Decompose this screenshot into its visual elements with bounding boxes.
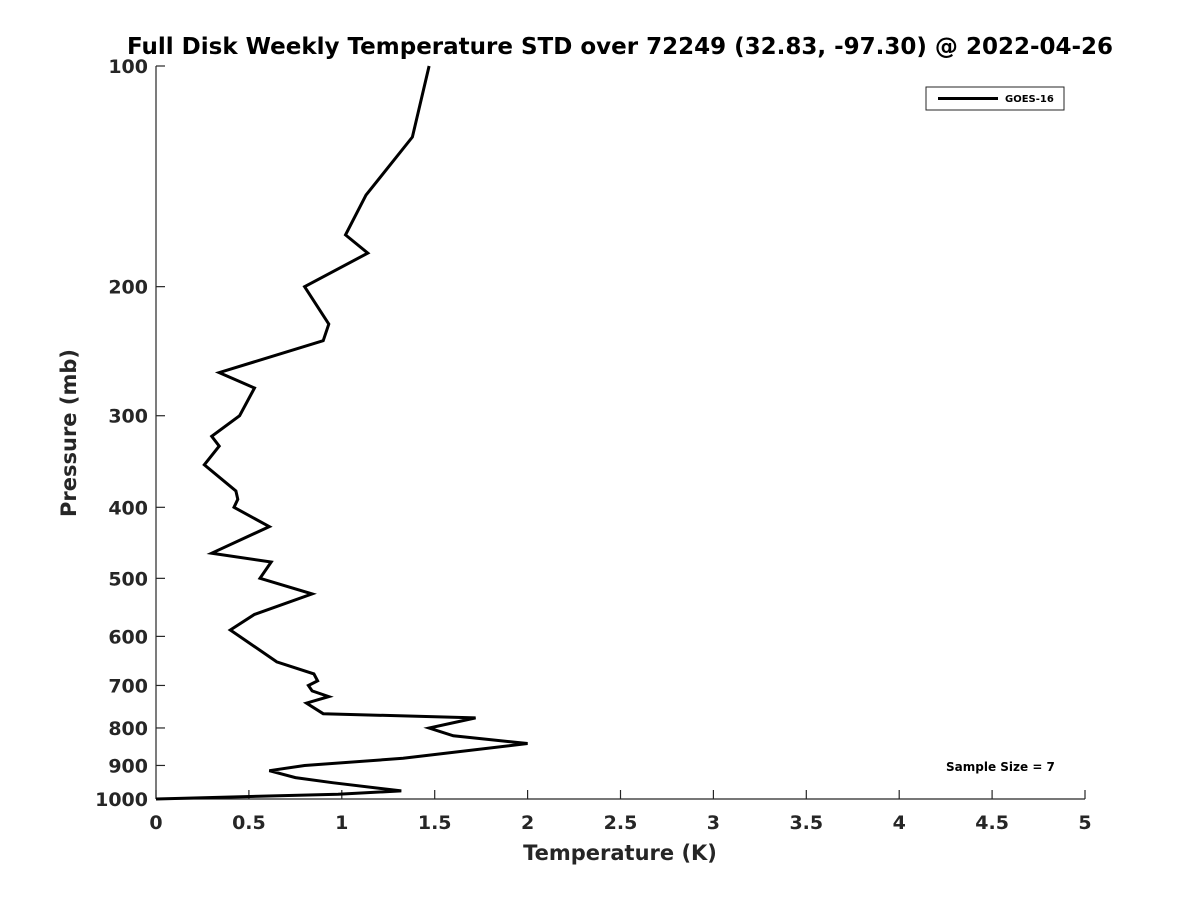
series-line-goes-16: [155, 65, 528, 801]
x-tick-label: 2: [521, 812, 534, 834]
x-tick-label: 0: [149, 812, 162, 834]
y-tick-label: 600: [108, 626, 148, 648]
y-tick-label: 200: [108, 277, 148, 299]
x-axis-label: Temperature (K): [523, 841, 717, 865]
y-axis-label: Pressure (mb): [57, 349, 81, 517]
y-tick-label: 800: [108, 718, 148, 740]
x-tick-label: 3.5: [789, 812, 823, 834]
x-ticks: 0 0.5 1 1.5 2 2.5 3 3.5 4 4.5 5: [149, 790, 1092, 834]
y-tick-label: 100: [108, 56, 148, 78]
x-tick-label: 2.5: [604, 812, 638, 834]
axes: [155, 66, 1085, 800]
x-tick-label: 4.5: [975, 812, 1009, 834]
x-tick-label: 0.5: [232, 812, 266, 834]
y-tick-label: 400: [108, 497, 148, 519]
x-tick-label: 1: [335, 812, 348, 834]
y-tick-label: 700: [108, 675, 148, 697]
x-tick-label: 3: [707, 812, 720, 834]
y-ticks: 100 200 300 400 500 600 700 800 900 1000: [95, 56, 165, 811]
y-tick-label: 900: [108, 755, 148, 777]
legend-label-goes-16: GOES-16: [1005, 94, 1054, 105]
series-layer: [155, 65, 528, 801]
y-tick-label: 1000: [95, 789, 148, 811]
x-tick-label: 1.5: [418, 812, 452, 834]
y-tick-label: 500: [108, 568, 148, 590]
chart-title: Full Disk Weekly Temperature STD over 72…: [127, 34, 1113, 60]
sample-size-annotation: Sample Size = 7: [946, 760, 1055, 774]
x-tick-label: 4: [893, 812, 906, 834]
y-tick-label: 300: [108, 406, 148, 428]
legend: GOES-16: [925, 86, 1065, 111]
x-tick-label: 5: [1078, 812, 1091, 834]
